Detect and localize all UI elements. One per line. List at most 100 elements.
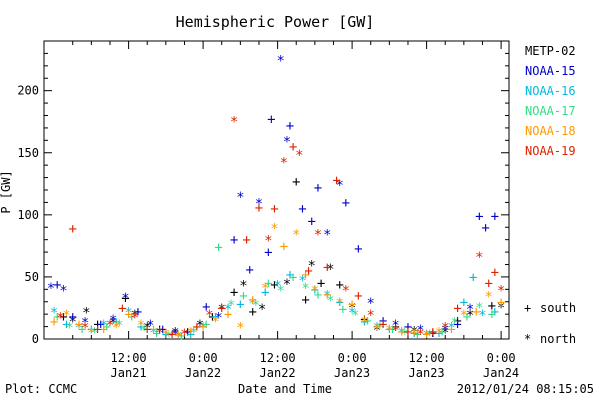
north-point: *	[342, 283, 350, 299]
north-point: *	[199, 321, 207, 337]
north-point: *	[367, 308, 375, 324]
south-point: +	[286, 267, 294, 283]
north-point: *	[441, 321, 449, 337]
south-point: +	[218, 301, 226, 317]
north-point: *	[351, 308, 359, 324]
north-point: *	[165, 329, 173, 345]
south-point: +	[289, 270, 297, 286]
north-point: *	[106, 318, 114, 334]
south-point: +	[488, 307, 496, 323]
south-point: +	[388, 322, 396, 338]
south-point: +	[199, 320, 207, 336]
north-point: *	[236, 321, 244, 337]
north-point: *	[174, 329, 182, 345]
north-point: *	[162, 327, 170, 343]
south-point: +	[255, 200, 263, 216]
north-point: *	[155, 326, 163, 342]
north-point: *	[137, 318, 145, 334]
south-point: +	[301, 267, 309, 283]
north-point: *	[109, 313, 117, 329]
north-point: *	[497, 301, 505, 317]
x-tick-label-date: Jan24	[483, 366, 519, 380]
south-point: +	[87, 322, 95, 338]
north-point: *	[308, 259, 316, 275]
north-point: *	[410, 327, 418, 343]
marker-legend: + south * north	[524, 301, 576, 346]
north-point: *	[391, 323, 399, 339]
south-point: +	[469, 270, 477, 286]
north-point: *	[236, 190, 244, 206]
south-point: +	[435, 326, 443, 342]
series-noaa-19: *+* + *+*+ * + * +* +*++*+*+*+*++* +*+ * + * + *+*++*	[56, 114, 505, 343]
south-point: +	[429, 325, 437, 341]
south-point: +	[323, 260, 331, 276]
series-metp-02: + **+ *+** + * + *+ *+ *+ *+ *++*+*+*+* + * + *+ *+ *	[59, 174, 505, 341]
south-point: +	[491, 305, 499, 321]
south-point: +	[360, 312, 368, 328]
south-point: +	[239, 289, 247, 305]
data-marks: + **+ *+** + * + *+ *+ *+ *+ *++*+*+*+* + * + *+ *+ **+*…	[47, 54, 506, 346]
north-point: *	[171, 326, 179, 342]
south-point: +	[264, 245, 272, 261]
x-tick-label-time: 0:00	[338, 351, 367, 365]
south-point: +	[289, 140, 297, 156]
south-point: +	[143, 322, 151, 338]
north-point: *	[252, 298, 260, 314]
south-point: +	[230, 285, 238, 301]
south-point: +	[183, 325, 191, 341]
north-point: *	[258, 302, 266, 318]
north-point: *	[227, 298, 235, 314]
legend: METP-02 NOAA-15 NOAA-16 NOAA-17 NOAA-18 NOAA-…	[525, 44, 576, 158]
north-point: *	[326, 293, 334, 309]
south-point: +	[342, 195, 350, 211]
legend-entry: NOAA-15	[525, 64, 576, 78]
south-point: +	[379, 317, 387, 333]
south-point: +	[270, 277, 278, 293]
north-point: *	[348, 301, 356, 317]
south-point: +	[335, 277, 343, 293]
south-point: +	[112, 315, 120, 331]
y-tick-label: 200	[17, 84, 39, 98]
north-point: *	[466, 302, 474, 318]
north-point: *	[283, 134, 291, 150]
south-point: +	[314, 287, 322, 303]
south-point: +	[202, 317, 210, 333]
south-point: +	[202, 300, 210, 316]
south-point: +	[245, 262, 253, 278]
north-point: *	[109, 316, 117, 332]
north-point: *	[81, 316, 89, 332]
south-point: +	[410, 326, 418, 342]
south-point: +	[447, 322, 455, 338]
south-point: +	[391, 320, 399, 336]
north-point: *	[56, 311, 64, 327]
north-point: *	[273, 278, 281, 294]
legend-entry: NOAA-18	[525, 124, 576, 138]
south-point: +	[301, 292, 309, 308]
north-point: *	[478, 308, 486, 324]
south-point: +	[422, 327, 430, 343]
north-point: *	[398, 326, 406, 342]
south-point: +	[78, 322, 86, 338]
south-point: +	[69, 310, 77, 326]
north-point: *	[62, 308, 70, 324]
north-point: *	[335, 296, 343, 312]
north-point: *	[270, 221, 278, 237]
y-tick-label: 150	[17, 146, 39, 160]
y-axis: 0 50 100 150 200	[17, 52, 509, 346]
north-point: *	[90, 326, 98, 342]
y-tick-label: 0	[32, 332, 39, 346]
north-point: *	[283, 277, 291, 293]
south-point: +	[453, 313, 461, 329]
south-point: +	[488, 298, 496, 314]
x-tick-label-time: 12:00	[260, 351, 296, 365]
north-point: *	[435, 326, 443, 342]
south-point: +	[475, 209, 483, 225]
north-point: *	[211, 314, 219, 330]
north-point: *	[466, 308, 474, 324]
north-point: *	[196, 318, 204, 334]
x-tick-label-date: Jan23	[409, 366, 445, 380]
south-point: +	[177, 328, 185, 344]
series-noaa-18: + *+* + *+* + * + * + * +*+**+*+* +* +* + * + * + * +* +* +	[50, 221, 505, 343]
north-point: *	[475, 301, 483, 317]
